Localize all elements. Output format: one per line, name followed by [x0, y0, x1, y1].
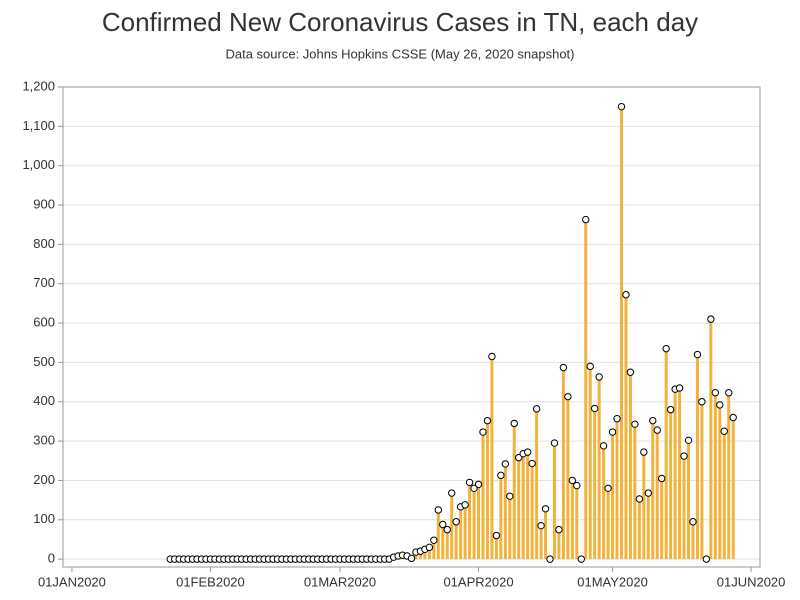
marker: [698, 398, 706, 406]
marker: [488, 352, 496, 361]
marker: [604, 484, 612, 493]
marker: [631, 420, 639, 428]
plot-frame: [62, 86, 761, 568]
marker: [550, 439, 559, 447]
marker: [577, 555, 585, 563]
marker: [729, 413, 737, 422]
marker: [608, 428, 617, 436]
marker: [720, 427, 728, 435]
marker: [689, 518, 697, 526]
marker: [461, 501, 469, 509]
y-tick-label: 900: [33, 196, 55, 211]
marker: [568, 476, 577, 485]
grid: [63, 86, 760, 560]
marker: [693, 350, 702, 359]
marker: [407, 554, 416, 563]
marker: [439, 520, 447, 529]
marker: [573, 481, 581, 490]
marker: [555, 525, 563, 534]
marker: [510, 419, 518, 428]
marker: [465, 478, 474, 487]
y-tick-label: 500: [33, 354, 55, 369]
marker: [501, 460, 510, 468]
marker: [582, 215, 590, 224]
marker: [546, 555, 554, 563]
marker: [599, 442, 608, 450]
y-tick-label: 1,100: [22, 118, 55, 133]
chart-title: Confirmed New Coronavirus Cases in TN, e…: [102, 7, 698, 37]
marker: [640, 448, 648, 456]
marker: [617, 102, 626, 111]
marker: [662, 344, 670, 353]
y-tick-label: 400: [33, 393, 55, 408]
marker: [626, 368, 635, 376]
marker: [528, 459, 536, 468]
marker: [725, 389, 733, 397]
marker: [483, 416, 492, 425]
marker: [443, 525, 451, 534]
marker: [635, 495, 644, 503]
marker: [613, 414, 621, 423]
chart-subtitle: Data source: Johns Hopkins CSSE (May 26,…: [225, 46, 574, 61]
marker: [716, 401, 724, 409]
marker: [564, 392, 572, 401]
marker: [523, 448, 532, 456]
x-tick-label: 01JUN2020: [717, 574, 786, 589]
y-tick-label: 1,000: [22, 157, 55, 172]
y-tick-label: 1,200: [22, 78, 55, 93]
marker: [537, 521, 545, 530]
marker: [532, 405, 541, 413]
marker: [711, 389, 720, 397]
marker: [675, 384, 684, 392]
marker: [684, 436, 693, 445]
y-tick-label: 700: [33, 275, 55, 290]
y-tick-label: 0: [48, 551, 55, 566]
marker: [541, 505, 550, 513]
marker: [492, 531, 501, 540]
y-tick-label: 800: [33, 236, 55, 251]
x-tick-label: 01MAY2020: [577, 574, 648, 589]
y-tick-label: 300: [33, 433, 55, 448]
marker: [644, 489, 653, 497]
marker: [649, 416, 657, 425]
x-tick-label: 01APR2020: [443, 574, 513, 589]
marker: [559, 363, 568, 372]
marker: [479, 428, 487, 436]
marker: [434, 506, 443, 514]
marker: [666, 405, 675, 414]
marker: [474, 480, 483, 489]
marker: [590, 404, 599, 413]
marker: [595, 373, 603, 381]
marker: [586, 362, 594, 371]
marker: [425, 543, 434, 552]
y-tick-label: 200: [33, 472, 55, 487]
marker: [622, 291, 630, 299]
x-tick-label: 01MAR2020: [304, 574, 376, 589]
marker: [653, 426, 661, 434]
marker: [658, 474, 666, 483]
marker: [448, 489, 456, 497]
marker: [707, 315, 715, 323]
x-tick-label: 01JAN2020: [38, 574, 106, 589]
x-tick-label: 01FEB2020: [176, 574, 245, 589]
marker: [452, 518, 460, 526]
marker: [680, 452, 688, 460]
marker: [430, 536, 438, 544]
y-tick-label: 100: [33, 511, 55, 526]
marker: [506, 492, 514, 500]
marker: [702, 555, 711, 563]
marker: [497, 471, 505, 480]
y-tick-label: 600: [33, 315, 55, 330]
